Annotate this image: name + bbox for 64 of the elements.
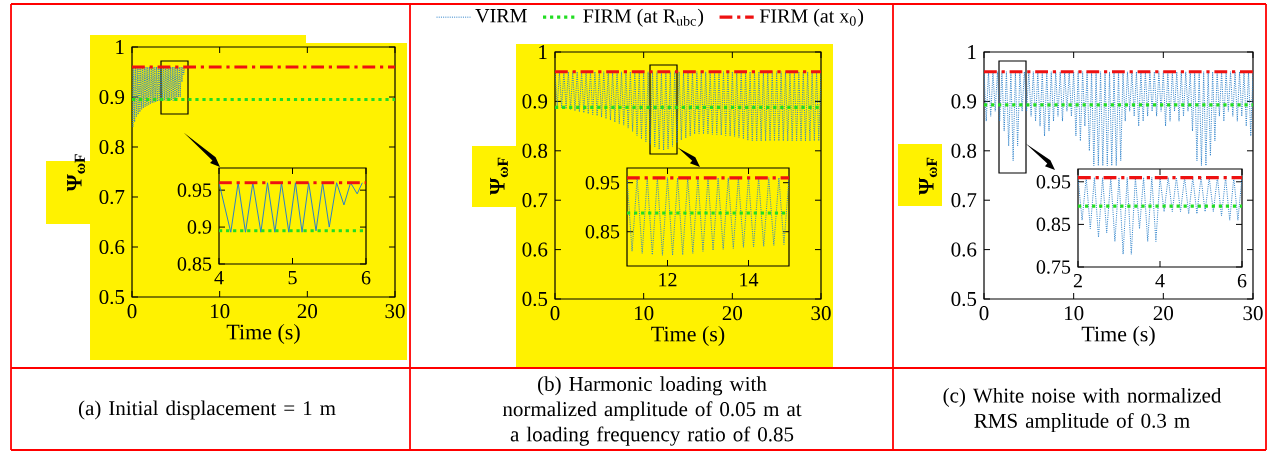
line-series [219, 182, 363, 233]
y-tick-label: 0.7 [951, 193, 977, 208]
y-tick-label: 0.5 [522, 291, 548, 307]
x-tick-label: 20 [1153, 306, 1174, 321]
x-tick-label: 14 [740, 273, 759, 287]
y-tick-label: 0.5 [951, 291, 977, 307]
y-tick-label: 0.75 [1036, 260, 1071, 274]
y-axis-title: Ψ$_{ωF}$ [919, 157, 937, 195]
x-axis-title: Time (s) [651, 325, 725, 346]
x-tick-label: 30 [811, 306, 831, 321]
y-tick-label: 0.9 [522, 94, 548, 109]
y-tick-label: 0.8 [951, 143, 977, 158]
y-tick-label: 0.85 [1036, 217, 1071, 232]
x-tick-label: 4 [1155, 274, 1165, 288]
y-tick-label: 0.6 [522, 242, 548, 257]
y-tick-label: 0.95 [585, 175, 620, 190]
y-tick-label: 0.9 [951, 94, 977, 109]
y-tick-label: 0.9 [99, 89, 125, 105]
y-axis-title: Ψ$_{ωF}$ [67, 154, 85, 192]
y-tick-label: 0.8 [522, 143, 548, 158]
y-tick-label: 0.95 [1036, 174, 1071, 189]
y-tick-label: 0.7 [99, 189, 125, 205]
x-tick-label: 2 [1073, 274, 1082, 288]
y-axis-title: Ψ$_{ωF}$ [490, 157, 508, 195]
y-tick-label: 0.8 [99, 139, 125, 155]
legend-label: FIRM (at R$_{ubc}$) [583, 8, 704, 27]
text: (c) White noise with normalized RMS amplitude of 0.3 m [943, 387, 1222, 433]
line-series [1078, 177, 1242, 255]
text: (b) Harmonic loading with normalized amplitude of 0.05 m at a loading frequency ratio of 0.85 [502, 376, 802, 446]
y-tick-label: 1 [116, 40, 124, 54]
x-tick-label: 5 [288, 271, 297, 285]
y-tick-label: 1 [968, 45, 976, 59]
x-tick-label: 6 [1237, 274, 1247, 288]
y-tick-label: 0.95 [177, 183, 212, 197]
x-tick-label: 30 [385, 304, 405, 319]
y-tick-label: 0.5 [99, 289, 125, 305]
legend-label: VIRM [475, 9, 527, 23]
x-axis-title: Time (s) [1081, 325, 1155, 346]
x-tick-label: 30 [1243, 306, 1263, 321]
x-tick-label: 20 [297, 304, 318, 319]
x-tick-label: 0 [979, 306, 989, 321]
legend-label: FIRM (at x$_{0}$) [759, 8, 864, 27]
x-tick-label: 10 [635, 306, 654, 321]
y-tick-label: 0.6 [99, 239, 125, 255]
x-tick-label: 20 [722, 306, 743, 321]
line-series [132, 66, 186, 128]
x-tick-label: 0 [127, 304, 137, 319]
x-tick-label: 4 [214, 271, 224, 285]
x-tick-label: 12 [659, 273, 677, 287]
text: (a) Initial displacement = 1 m [78, 400, 336, 420]
y-tick-label: 0.7 [522, 193, 548, 208]
line-series [555, 71, 821, 151]
line-series [984, 71, 1253, 167]
y-tick-label: 0.6 [951, 242, 977, 257]
y-tick-label: 0.9 [187, 220, 212, 234]
x-tick-label: 10 [211, 304, 230, 319]
y-tick-label: 1 [539, 45, 547, 59]
x-axis-title: Time (s) [226, 323, 300, 344]
x-tick-label: 10 [1065, 306, 1084, 321]
x-tick-label: 0 [550, 306, 560, 321]
y-tick-label: 0.85 [585, 224, 620, 239]
y-tick-label: 0.85 [177, 257, 212, 271]
x-tick-label: 6 [361, 271, 371, 285]
line-series [627, 177, 789, 256]
